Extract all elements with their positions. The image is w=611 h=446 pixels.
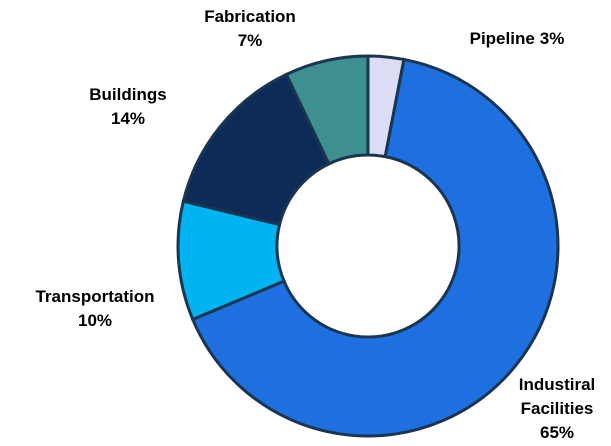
data-label: Buildings [89, 85, 166, 104]
category-label: Transportation [35, 287, 154, 306]
donut-segment [190, 57, 560, 438]
category-label: Pipeline [470, 29, 535, 48]
data-label: Fabrication [204, 7, 296, 26]
data-label: Pipeline 3% [470, 29, 565, 48]
value-label: 3% [540, 29, 565, 48]
value-label: 14% [111, 109, 145, 128]
value-label: 10% [78, 311, 112, 330]
data-label: Industiral [519, 375, 596, 394]
category-label: Facilities [521, 399, 594, 418]
data-label: 10% [78, 311, 112, 330]
category-label: Buildings [89, 85, 166, 104]
value-label: 65% [540, 423, 574, 442]
data-label: 65% [540, 423, 574, 442]
category-label: Industiral [519, 375, 596, 394]
data-label: 14% [111, 109, 145, 128]
category-label: Fabrication [204, 7, 296, 26]
donut-segment [284, 54, 370, 166]
data-label: 7% [238, 31, 263, 50]
data-label: Transportation [35, 287, 154, 306]
data-label: Facilities [521, 399, 594, 418]
value-label: 7% [238, 31, 263, 50]
